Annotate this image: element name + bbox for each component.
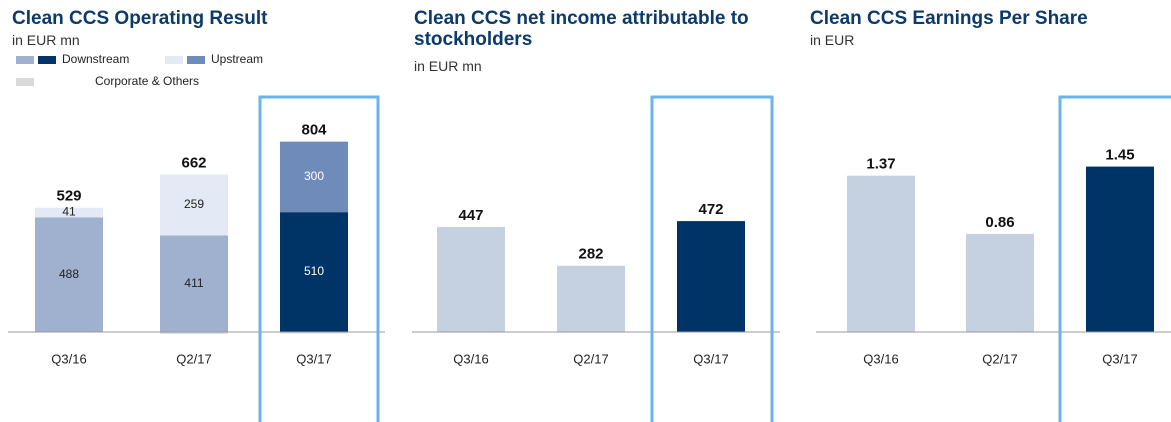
bar-segment	[160, 235, 228, 332]
legend-label: Upstream	[211, 52, 263, 66]
chart-title: Clean CCS Earnings Per Share	[810, 8, 1088, 29]
value-label: 1.37	[866, 156, 895, 173]
highlight-box	[650, 95, 774, 422]
total-label: 662	[181, 155, 206, 172]
value-label: 41	[62, 205, 76, 219]
x-tick-label: Q2/17	[176, 351, 211, 366]
bar-segment	[160, 174, 228, 236]
x-tick-label: Q3/16	[51, 351, 86, 366]
value-label: 510	[304, 264, 324, 278]
x-tick-label: Q2/17	[573, 351, 608, 366]
value-label: 1.45	[1105, 147, 1134, 164]
bar	[677, 221, 745, 332]
legend-label: Corporate & Others	[95, 74, 199, 88]
legend-label: Downstream	[62, 52, 129, 66]
legend-swatch	[165, 56, 183, 64]
x-tick-label: Q3/16	[863, 351, 898, 366]
highlight-box	[1058, 95, 1171, 422]
legend-swatch	[16, 56, 34, 64]
chart-subtitle: in EUR	[810, 32, 855, 48]
bar	[847, 175, 915, 332]
bar	[557, 265, 625, 332]
chart-title: Clean CCS net income attributable to sto…	[414, 8, 749, 50]
chart-subtitle: in EUR mn	[414, 58, 482, 74]
total-label: 529	[56, 188, 81, 205]
bar	[1086, 166, 1154, 332]
bar-segment	[35, 217, 103, 332]
value-label: 447	[458, 207, 483, 224]
chart-subtitle: in EUR mn	[12, 32, 80, 48]
x-tick-label: Q3/16	[453, 351, 488, 366]
value-label: 411	[184, 276, 203, 290]
legend-swatch	[187, 56, 205, 64]
value-label: 488	[59, 267, 79, 281]
x-tick-label: Q3/17	[693, 351, 728, 366]
value-label: 472	[698, 201, 723, 218]
chart-title: Clean CCS Operating Result	[12, 8, 268, 29]
legend-swatch	[38, 56, 56, 64]
legend-swatch	[16, 78, 34, 86]
bar-segment	[35, 207, 103, 218]
x-tick-label: Q3/17	[296, 351, 331, 366]
value-label: 0.86	[985, 214, 1014, 231]
value-label: 259	[184, 197, 204, 211]
x-tick-label: Q3/17	[1102, 351, 1137, 366]
bar-segment	[280, 332, 348, 334]
value-label: 282	[578, 246, 603, 263]
highlight-box	[258, 95, 380, 422]
bar	[966, 233, 1034, 332]
value-label: 300	[304, 169, 324, 183]
bar	[437, 226, 505, 332]
x-tick-label: Q2/17	[982, 351, 1017, 366]
total-label: 804	[301, 122, 327, 139]
bar-segment	[280, 141, 348, 213]
bar-segment	[280, 212, 348, 332]
bar-segment	[160, 332, 228, 334]
